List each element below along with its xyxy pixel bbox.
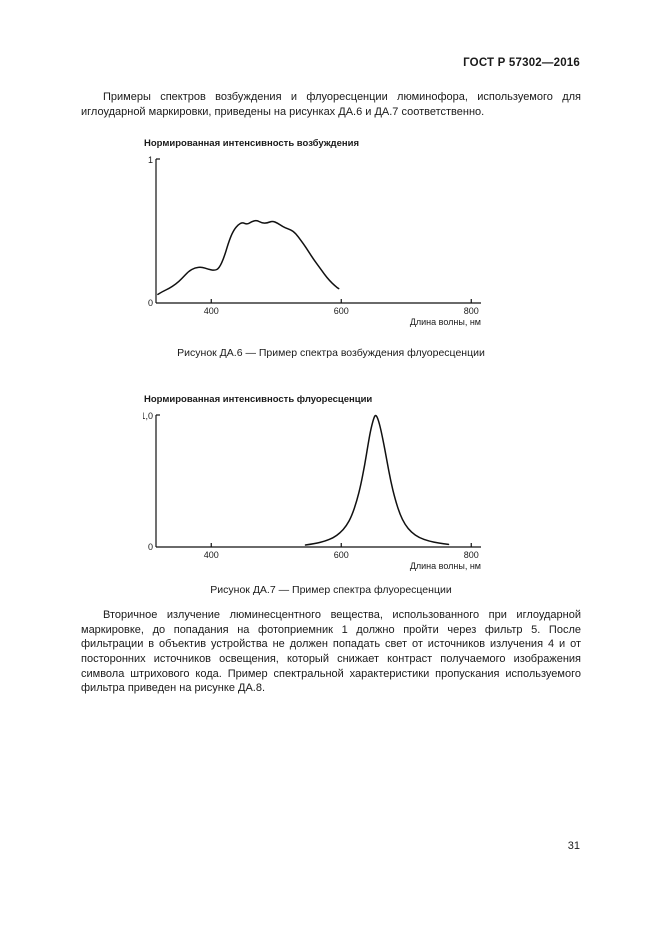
svg-text:800: 800 [464,550,479,560]
svg-text:0: 0 [148,298,153,308]
figure-da7: Нормированная интенсивность флуоресценци… [140,394,488,590]
svg-text:1,0: 1,0 [143,411,153,421]
page-number: 31 [567,840,580,852]
chart-title-fluorescence: Нормированная интенсивность флуоресценци… [144,394,373,405]
svg-text:400: 400 [204,306,219,316]
svg-text:Длина волны, нм: Длина волны, нм [410,561,481,571]
intro-paragraph: Примеры спектров возбуждения и флуоресце… [81,91,581,118]
svg-text:1: 1 [148,155,153,165]
chart-title-excitation: Нормированная интенсивность возбуждения [144,138,359,149]
figure-caption-da7: Рисунок ДА.7 — Пример спектра флуоресцен… [210,584,452,596]
svg-text:400: 400 [204,550,219,560]
svg-text:600: 600 [334,550,349,560]
svg-text:800: 800 [464,306,479,316]
svg-text:Длина волны, нм: Длина волны, нм [410,317,481,327]
figure-caption-da6: Рисунок ДА.6 — Пример спектра возбуждени… [177,347,485,359]
figure-da6: Нормированная интенсивность возбуждения … [143,138,488,346]
document-code-header: ГОСТ Р 57302—2016 [463,57,580,69]
body-paragraph: Вторичное излучение люминесцентного веще… [81,609,581,695]
svg-text:600: 600 [334,306,349,316]
svg-text:0: 0 [148,542,153,552]
